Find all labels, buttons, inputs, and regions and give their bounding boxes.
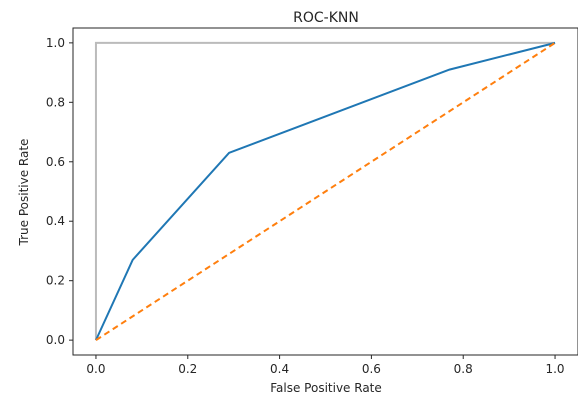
x-tick-label: 0.2: [178, 362, 197, 376]
x-tick-label: 0.8: [454, 362, 473, 376]
y-tick-label: 0.8: [46, 95, 65, 109]
y-tick-label: 0.4: [46, 214, 65, 228]
random-baseline-line: [95, 42, 556, 341]
perfect-classifier-line: [94, 41, 556, 341]
x-axis-label: False Positive Rate: [270, 381, 382, 395]
y-tick-label: 0.2: [46, 274, 65, 288]
x-tick-label: 0.4: [270, 362, 289, 376]
y-axis-ticks: 0.0 0.2 0.4 0.6 0.8 1.0: [46, 36, 73, 347]
x-axis-ticks: 0.0 0.2 0.4 0.6 0.8 1.0: [86, 355, 565, 376]
x-tick-label: 0.6: [362, 362, 381, 376]
y-tick-label: 1.0: [46, 36, 65, 50]
series-layer: [94, 41, 556, 341]
y-tick-label: 0.0: [46, 333, 65, 347]
x-tick-label: 1.0: [545, 362, 564, 376]
knn-roc-curve: [95, 41, 556, 341]
chart-title: ROC-KNN: [293, 10, 359, 26]
plot-area-frame: [72, 27, 578, 356]
y-tick-label: 0.6: [46, 155, 65, 169]
y-axis-label: True Positive Rate: [17, 139, 31, 247]
x-tick-label: 0.0: [86, 362, 105, 376]
